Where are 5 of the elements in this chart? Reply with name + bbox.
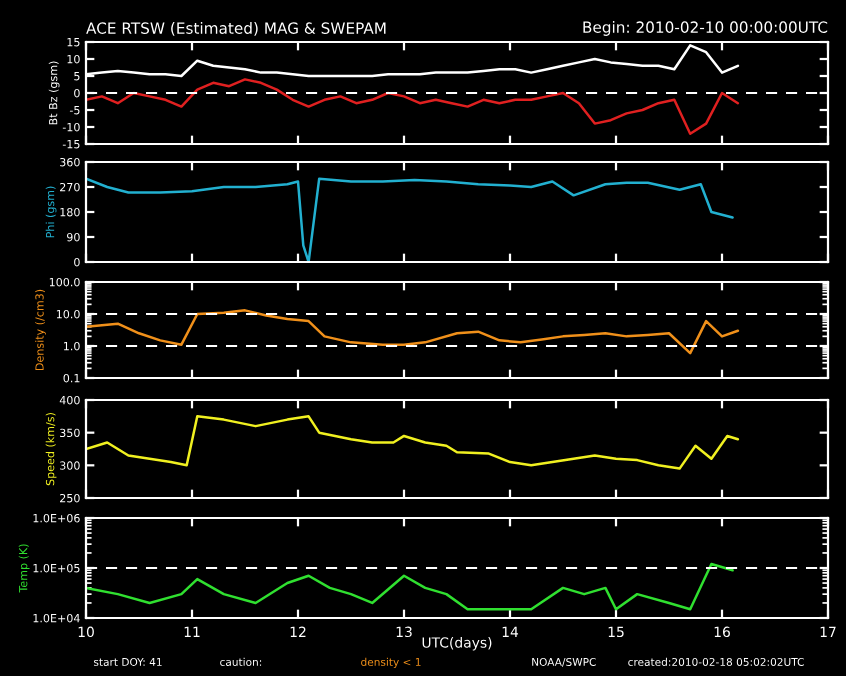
line-series [86,78,740,136]
line-series [86,415,740,470]
line-series [86,309,740,355]
line-series [86,562,734,611]
line-series [86,177,734,262]
